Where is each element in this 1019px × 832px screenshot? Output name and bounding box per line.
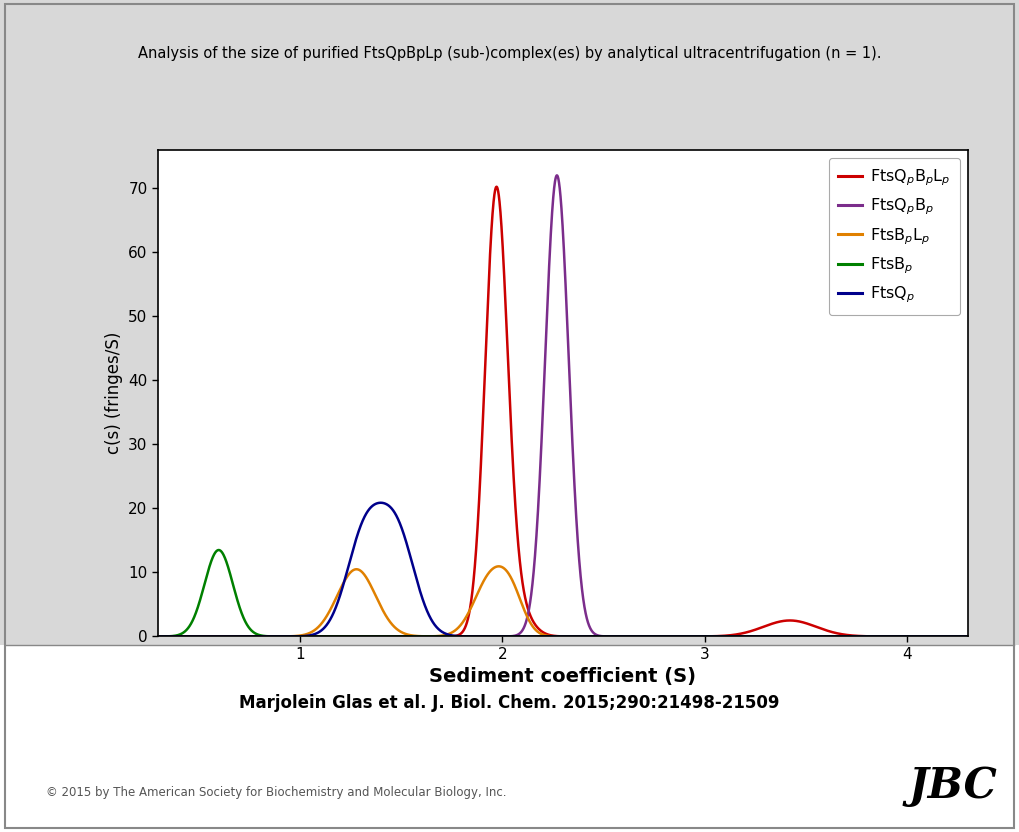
Legend: FtsQ$_p$B$_p$L$_p$, FtsQ$_p$B$_p$, FtsB$_p$L$_p$, FtsB$_p$, FtsQ$_p$: FtsQ$_p$B$_p$L$_p$, FtsQ$_p$B$_p$, FtsB$… xyxy=(828,158,960,315)
Text: Analysis of the size of purified FtsQpBpLp (sub-)complex(es) by analytical ultra: Analysis of the size of purified FtsQpBp… xyxy=(138,46,881,61)
Text: © 2015 by The American Society for Biochemistry and Molecular Biology, Inc.: © 2015 by The American Society for Bioch… xyxy=(46,785,506,799)
Y-axis label: c(s) (fringes/S): c(s) (fringes/S) xyxy=(105,332,122,454)
Text: Marjolein Glas et al. J. Biol. Chem. 2015;290:21498-21509: Marjolein Glas et al. J. Biol. Chem. 201… xyxy=(239,694,780,712)
Text: JBC: JBC xyxy=(908,765,998,807)
X-axis label: Sediment coefficient (S): Sediment coefficient (S) xyxy=(429,667,697,686)
